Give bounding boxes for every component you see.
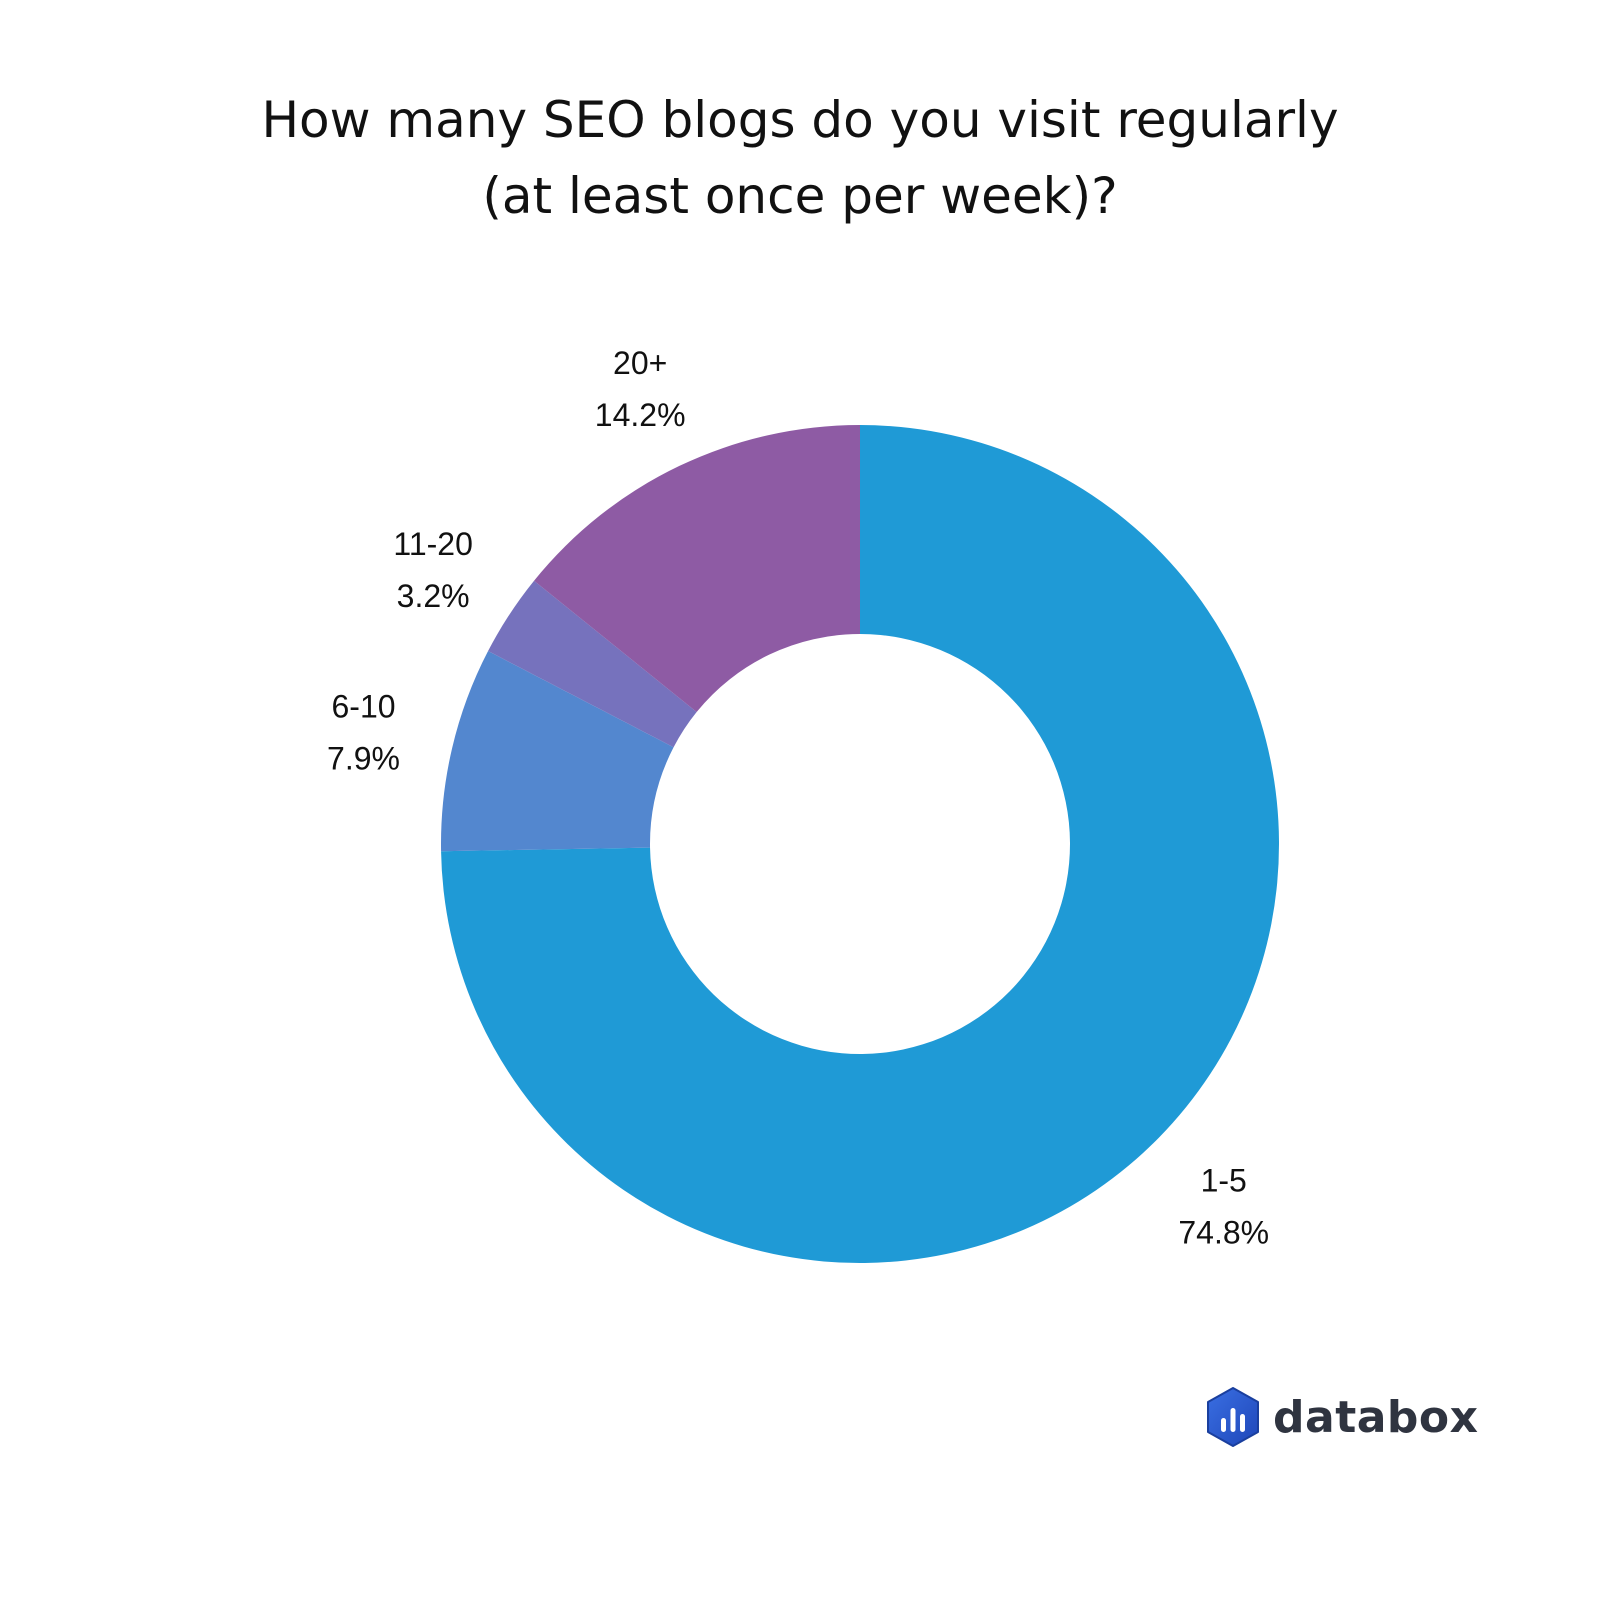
slice-label-11-20: 11-20 <box>393 526 472 562</box>
brand-watermark: databox <box>1205 1384 1479 1450</box>
brand-name: databox <box>1273 1391 1479 1443</box>
donut-slice-20+ <box>534 425 860 713</box>
slice-labels: 1-5 74.8% 6-10 7.9% 11-20 3.2% 20+ 14.2% <box>327 345 1269 1251</box>
slice-value-11-20: 3.2% <box>397 578 470 614</box>
databox-logo-icon <box>1207 1387 1259 1447</box>
slice-value-20+: 14.2% <box>595 397 686 433</box>
slice-value-6-10: 7.9% <box>327 740 400 776</box>
slice-label-6-10: 6-10 <box>331 688 395 724</box>
chart-title: How many SEO blogs do you visit regularl… <box>0 82 1600 234</box>
chart-title-line-1: How many SEO blogs do you visit regularl… <box>261 91 1339 149</box>
donut-slice-1-5 <box>441 425 1280 1263</box>
slice-label-20+: 20+ <box>613 345 667 381</box>
slice-label-1-5: 1-5 <box>1201 1162 1247 1198</box>
donut-slices <box>441 425 1280 1263</box>
chart-title-line-2: (at least once per week)? <box>482 167 1118 225</box>
donut-slice-11-20 <box>488 580 697 748</box>
slice-value-1-5: 74.8% <box>1178 1214 1269 1250</box>
donut-slice-6-10 <box>441 651 674 852</box>
